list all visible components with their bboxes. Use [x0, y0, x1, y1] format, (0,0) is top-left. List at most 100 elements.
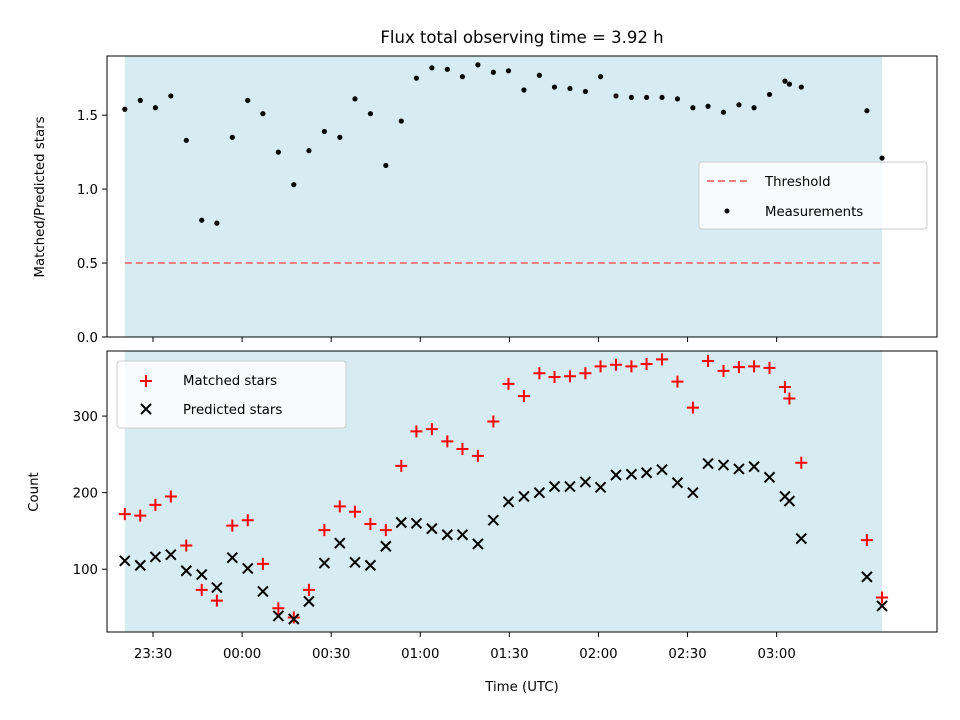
x-tick-label: 01:00 [401, 647, 439, 662]
measurement-point [736, 102, 742, 108]
predicted-star-point [472, 538, 484, 550]
matched-star-point [318, 524, 331, 537]
measurement-point [367, 111, 374, 117]
matched-star-point [348, 505, 361, 518]
measurement-point [168, 93, 174, 99]
legend-measurements-swatch [724, 208, 730, 214]
measurement-point [864, 108, 870, 114]
matched-star-point [333, 500, 346, 513]
top-y-axis-ticks: 0.0 0.5 1.0 1.5 [77, 109, 107, 346]
x-axis-label: Time (UTC) [484, 680, 559, 695]
matched-star-point [118, 508, 131, 521]
predicted-star-point [579, 476, 592, 488]
bottom-y-axis-ticks: 100 200 300 [73, 410, 107, 578]
measurement-point [521, 87, 527, 93]
matched-star-point [517, 390, 530, 403]
matched-star-point [717, 364, 730, 377]
legend-predicted-swatch [140, 403, 152, 415]
predicted-star-point [861, 571, 873, 583]
measurement-point [183, 137, 189, 143]
matched-stars-points [118, 353, 889, 624]
bottom-axes-frame [106, 350, 938, 633]
x-tick-label: 00:30 [312, 647, 350, 662]
matched-star-point [287, 611, 300, 624]
measurement-point [879, 155, 885, 161]
measurement-point [628, 94, 635, 101]
measurement-point [475, 62, 481, 68]
measurement-point [613, 93, 619, 99]
predicted-star-point [334, 537, 346, 549]
predicted-star-point [876, 600, 888, 612]
matched-star-point [210, 594, 223, 607]
measurement-point [321, 128, 327, 135]
predicted-star-point [748, 460, 760, 473]
predicted-star-point [349, 556, 361, 569]
measurement-point [536, 72, 542, 78]
measurement-point [137, 97, 143, 103]
predicted-star-point [196, 568, 208, 581]
matched-star-point [732, 361, 745, 374]
x-tick-label: 01:30 [490, 647, 528, 662]
predicted-star-point [487, 514, 500, 526]
matched-star-point [795, 456, 808, 469]
legend-matched-label: Matched stars [183, 374, 277, 389]
matched-star-point [226, 519, 239, 532]
measurement-point [459, 74, 466, 80]
matched-star-point [164, 490, 177, 503]
predicted-star-point [149, 551, 162, 563]
measurement-point [674, 96, 681, 102]
matched-star-point [180, 539, 193, 552]
measurement-point [786, 81, 793, 87]
measurement-point [798, 84, 804, 90]
predicted-star-point [318, 557, 331, 569]
measurement-point [337, 134, 343, 140]
measurement-point [551, 84, 558, 90]
legend-predicted-label: Predicted stars [183, 403, 282, 418]
matched-star-point [579, 367, 592, 380]
measurement-point [199, 217, 205, 223]
matched-star-point [778, 380, 791, 393]
matched-star-point [548, 371, 561, 384]
measurement-point [413, 75, 420, 81]
matched-star-point [502, 377, 515, 390]
predicted-star-point [733, 463, 745, 475]
predicted-star-point [226, 552, 239, 564]
bottom-panel: 100 200 300 23:30 00:00 00:30 01:00 01:30 02:00… [27, 350, 938, 695]
top-axes-frame [106, 55, 938, 338]
predicted-star-point [564, 480, 576, 493]
measurement-point [152, 105, 159, 111]
y-tick-label: 100 [73, 563, 98, 578]
predicted-star-point [288, 613, 300, 625]
legend-matched-swatch [140, 375, 152, 387]
matched-star-point [563, 370, 576, 383]
matched-star-point [302, 583, 315, 596]
predicted-star-point [610, 469, 622, 481]
matched-star-point [640, 358, 653, 371]
predicted-star-point [395, 516, 407, 529]
y-tick-label: 1.0 [77, 183, 98, 198]
matched-star-point [671, 375, 684, 388]
matched-star-point [272, 602, 285, 615]
matched-star-point [487, 415, 500, 428]
top-panel: 0.0 0.5 1.0 1.5 Flux total observing time =… [33, 28, 938, 346]
matched-star-point [456, 443, 469, 456]
measurement-point [582, 88, 589, 95]
predicted-star-point [165, 548, 177, 561]
measurement-point [567, 85, 573, 92]
matched-star-point [656, 353, 669, 366]
matched-star-point [533, 367, 546, 380]
predicted-star-point [625, 468, 638, 480]
predicted-star-point [671, 476, 684, 489]
matched-star-point [149, 498, 162, 511]
bottom-x-axis-ticks: 23:30 00:00 00:30 01:00 01:30 02:00 02:30 03:00 [134, 632, 796, 662]
measurement-point [352, 96, 358, 102]
measurement-point [643, 94, 650, 101]
matched-star-point [425, 423, 438, 436]
predicted-star-point [533, 486, 546, 499]
matched-star-point [702, 354, 715, 367]
predicted-star-point [303, 595, 315, 608]
predicted-star-point [518, 490, 530, 503]
predicted-star-point [783, 495, 796, 507]
measurement-point [306, 148, 312, 154]
